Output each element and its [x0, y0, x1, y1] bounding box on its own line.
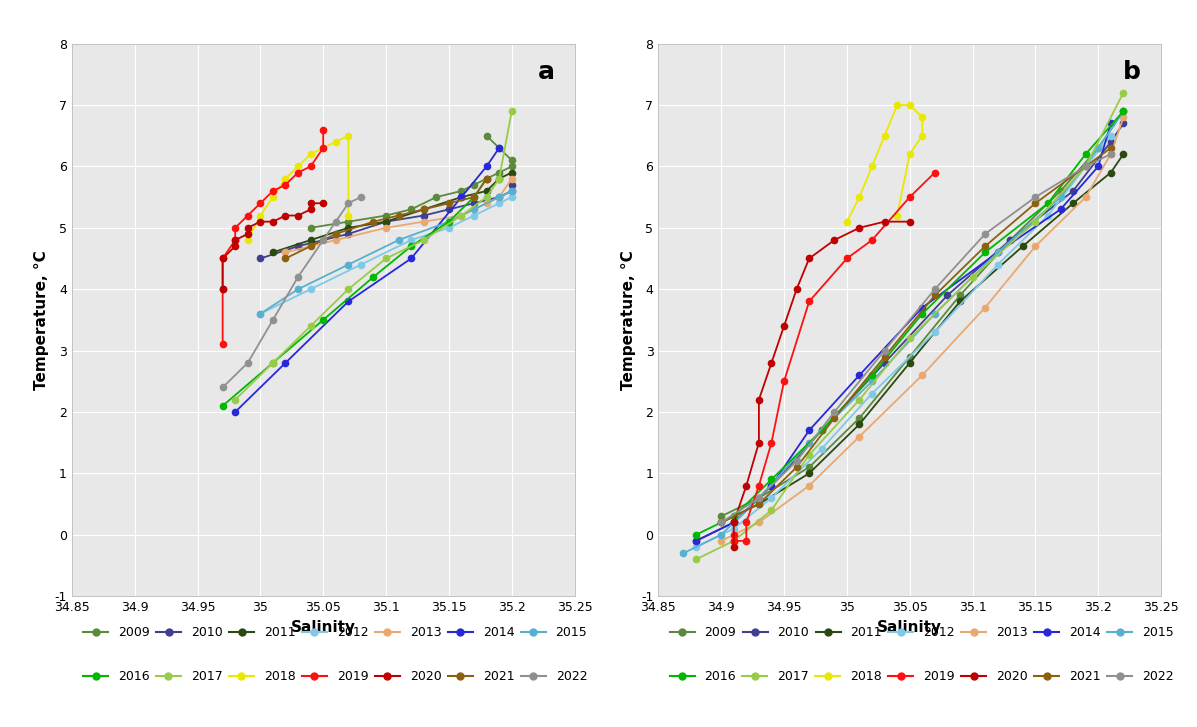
Text: a: a: [537, 60, 554, 84]
X-axis label: Salinity: Salinity: [877, 619, 942, 635]
Text: b: b: [1123, 60, 1141, 84]
Legend: 2016, 2017, 2018, 2019, 2020, 2021, 2022: 2016, 2017, 2018, 2019, 2020, 2021, 2022: [78, 665, 593, 688]
Legend: 2009, 2010, 2011, 2012, 2013, 2014, 2015: 2009, 2010, 2011, 2012, 2013, 2014, 2015: [664, 622, 1179, 644]
X-axis label: Salinity: Salinity: [291, 619, 356, 635]
Legend: 2009, 2010, 2011, 2012, 2013, 2014, 2015: 2009, 2010, 2011, 2012, 2013, 2014, 2015: [78, 622, 593, 644]
Legend: 2016, 2017, 2018, 2019, 2020, 2021, 2022: 2016, 2017, 2018, 2019, 2020, 2021, 2022: [664, 665, 1179, 688]
Y-axis label: Temperature, °C: Temperature, °C: [34, 250, 49, 390]
Y-axis label: Temperature, °C: Temperature, °C: [620, 250, 636, 390]
